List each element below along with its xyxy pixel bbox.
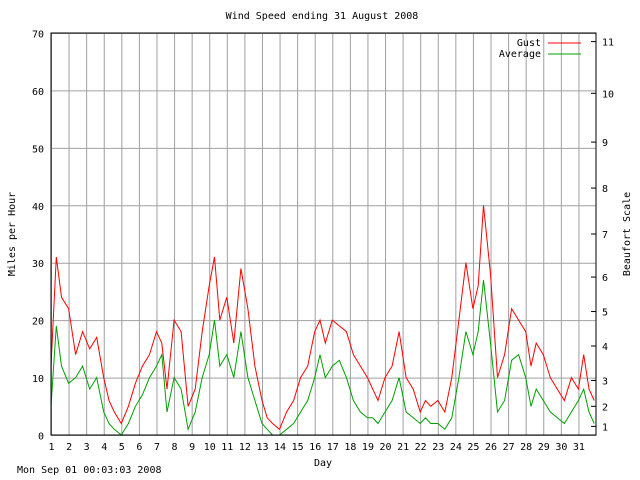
- plot-frame: [50, 32, 597, 436]
- beaufort-tick-label: 3: [602, 376, 608, 387]
- y-tick-label: 20: [32, 317, 44, 328]
- x-tick-label: 30: [555, 442, 567, 453]
- beaufort-tick-label: 6: [602, 273, 608, 284]
- beaufort-tick-label: 10: [602, 89, 614, 100]
- y-tick-label: 70: [32, 30, 44, 41]
- x-tick-label: 25: [467, 442, 479, 453]
- x-tick-label: 21: [397, 442, 409, 453]
- x-tick-label: 14: [274, 442, 286, 453]
- x-tick-label: 11: [221, 442, 233, 453]
- legend-label: Gust: [517, 38, 541, 49]
- x-tick-label: 7: [154, 442, 160, 453]
- x-tick-label: 4: [101, 442, 107, 453]
- beaufort-tick-label: 7: [602, 230, 608, 241]
- series-line-average: [50, 279, 595, 436]
- x-tick-label: 15: [292, 442, 304, 453]
- x-tick-label: 18: [344, 442, 356, 453]
- series-line-gust: [50, 205, 595, 431]
- x-tick-label: 26: [485, 442, 497, 453]
- beaufort-tick-label: 5: [602, 308, 608, 319]
- x-tick-label: 27: [503, 442, 515, 453]
- beaufort-axis-ticks: 1 2 3 4 5 6 7 8 9 10 11: [591, 38, 614, 433]
- x-tick-label: 13: [256, 442, 268, 453]
- data-series: [50, 205, 595, 436]
- x-tick-label: 9: [189, 442, 195, 453]
- beaufort-tick-label: 9: [602, 138, 608, 149]
- y-tick-label: 60: [32, 87, 44, 98]
- y-tick-label: 10: [32, 374, 44, 385]
- y-axis-ticks: 0 10 20 30 40 50 60 70: [32, 30, 44, 443]
- x-axis-label: Day: [314, 458, 332, 469]
- x-tick-label: 29: [538, 442, 550, 453]
- y-tick-label: 40: [32, 202, 44, 213]
- x-tick-label: 19: [362, 442, 374, 453]
- x-tick-label: 6: [136, 442, 142, 453]
- y-axis-label: Miles per Hour: [7, 192, 18, 276]
- x-tick-label: 2: [66, 442, 72, 453]
- x-tick-label: 23: [432, 442, 444, 453]
- x-tick-label: 12: [239, 442, 251, 453]
- chart-title: Wind Speed ending 31 August 2008: [226, 11, 419, 22]
- x-tick-label: 1: [48, 442, 54, 453]
- x-tick-label: 22: [415, 442, 427, 453]
- x-tick-label: 24: [450, 442, 462, 453]
- x-tick-label: 20: [380, 442, 392, 453]
- x-tick-label: 10: [204, 442, 216, 453]
- x-tick-label: 17: [327, 442, 339, 453]
- beaufort-tick-label: 11: [602, 38, 614, 49]
- y-tick-label: 50: [32, 144, 44, 155]
- legend-label: Average: [499, 49, 541, 60]
- y-tick-label: 30: [32, 259, 44, 270]
- x-tick-label: 5: [119, 442, 125, 453]
- y-tick-label: 0: [38, 432, 44, 443]
- x-tick-label: 28: [520, 442, 532, 453]
- x-tick-label: 3: [84, 442, 90, 453]
- x-tick-label: 8: [172, 442, 178, 453]
- grid-lines: [51, 33, 596, 436]
- beaufort-tick-label: 2: [602, 402, 608, 413]
- beaufort-tick-label: 8: [602, 184, 608, 195]
- footer-timestamp: Mon Sep 01 00:03:03 2008: [17, 465, 162, 476]
- beaufort-tick-label: 1: [602, 422, 608, 433]
- beaufort-tick-label: 4: [602, 342, 608, 353]
- x-tick-label: 31: [573, 442, 585, 453]
- x-tick-label: 16: [309, 442, 321, 453]
- beaufort-axis-label: Beaufort Scale: [622, 192, 633, 276]
- x-axis-ticks: 1 2 3 4 5 6 7 8 9 10 11 12 13 14 15 16 17 18 19 20 21 22 23 24 2…: [48, 442, 584, 453]
